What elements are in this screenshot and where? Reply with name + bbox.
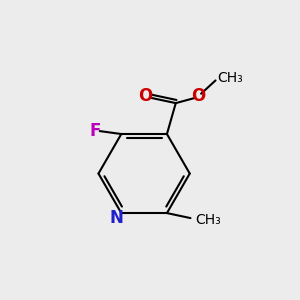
Text: CH₃: CH₃: [195, 213, 221, 226]
Text: O: O: [191, 87, 205, 105]
Text: O: O: [138, 87, 152, 105]
Text: CH₃: CH₃: [217, 71, 243, 85]
Text: F: F: [89, 122, 100, 140]
Text: N: N: [109, 209, 123, 227]
